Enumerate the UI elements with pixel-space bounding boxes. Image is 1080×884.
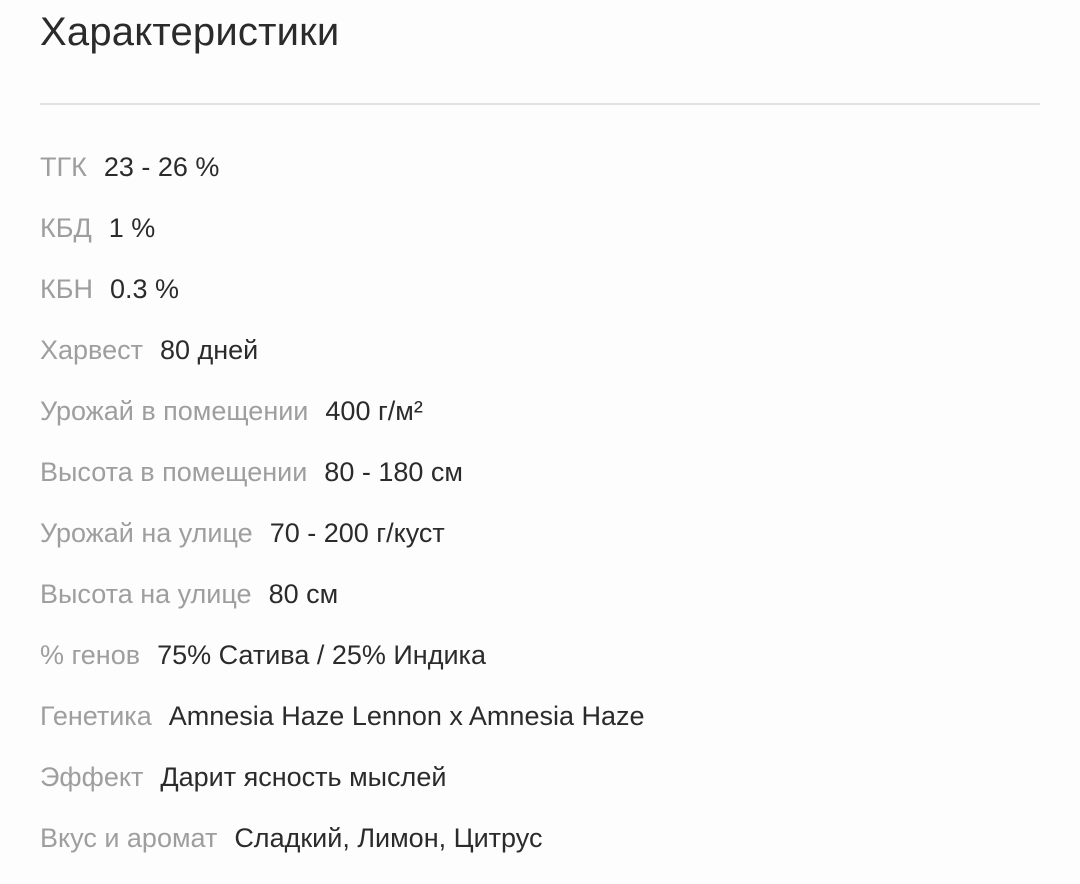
spec-value: Сладкий, Лимон, Цитрус <box>234 823 543 853</box>
section-title: Характеристики <box>40 10 340 54</box>
spec-row: Эффект Дарит ясность мыслей <box>40 763 1040 791</box>
spec-label: Харвест <box>40 335 143 365</box>
spec-value: 70 - 200 г/куст <box>269 518 445 548</box>
spec-label: Генетика <box>40 701 152 731</box>
spec-value: 80 - 180 см <box>324 457 463 487</box>
spec-label: КБН <box>40 274 93 304</box>
spec-row: Урожай на улице 70 - 200 г/куст <box>40 519 1040 547</box>
spec-label: ТГК <box>40 152 87 182</box>
specs-list: ТГК 23 - 26 % КБД 1 % КБН 0.3 % Харвест … <box>40 153 1040 852</box>
spec-label: Эффект <box>40 762 144 792</box>
spec-row: Харвест 80 дней <box>40 336 1040 364</box>
spec-value: Дарит ясность мыслей <box>160 762 447 792</box>
spec-value: Amnesia Haze Lennon x Amnesia Haze <box>168 701 645 731</box>
spec-row: Генетика Amnesia Haze Lennon x Amnesia H… <box>40 702 1040 730</box>
spec-row: Вкус и аромат Сладкий, Лимон, Цитрус <box>40 824 1040 852</box>
spec-value: 0.3 % <box>109 274 179 304</box>
spec-label: Вкус и аромат <box>40 823 218 853</box>
spec-value: 1 % <box>108 213 156 243</box>
spec-label: Урожай в помещении <box>40 396 309 426</box>
spec-row: ТГК 23 - 26 % <box>40 153 1040 181</box>
spec-row: КБД 1 % <box>40 214 1040 242</box>
spec-label: Урожай на улице <box>40 518 253 548</box>
spec-label: Высота в помещении <box>40 457 308 487</box>
spec-row: Высота на улице 80 см <box>40 580 1040 608</box>
spec-value: 23 - 26 % <box>103 152 220 182</box>
spec-row: КБН 0.3 % <box>40 275 1040 303</box>
spec-value: 75% Сатива / 25% Индика <box>157 640 486 670</box>
spec-row: Высота в помещении 80 - 180 см <box>40 458 1040 486</box>
spec-row: % генов 75% Сатива / 25% Индика <box>40 641 1040 669</box>
spec-label: % генов <box>40 640 141 670</box>
spec-value: 400 г/м² <box>325 396 423 426</box>
spec-label: КБД <box>40 213 92 243</box>
section-divider <box>40 103 1040 105</box>
spec-value: 80 дней <box>159 335 259 365</box>
spec-row: Урожай в помещении 400 г/м² <box>40 397 1040 425</box>
spec-value: 80 см <box>268 579 339 609</box>
spec-label: Высота на улице <box>40 579 252 609</box>
